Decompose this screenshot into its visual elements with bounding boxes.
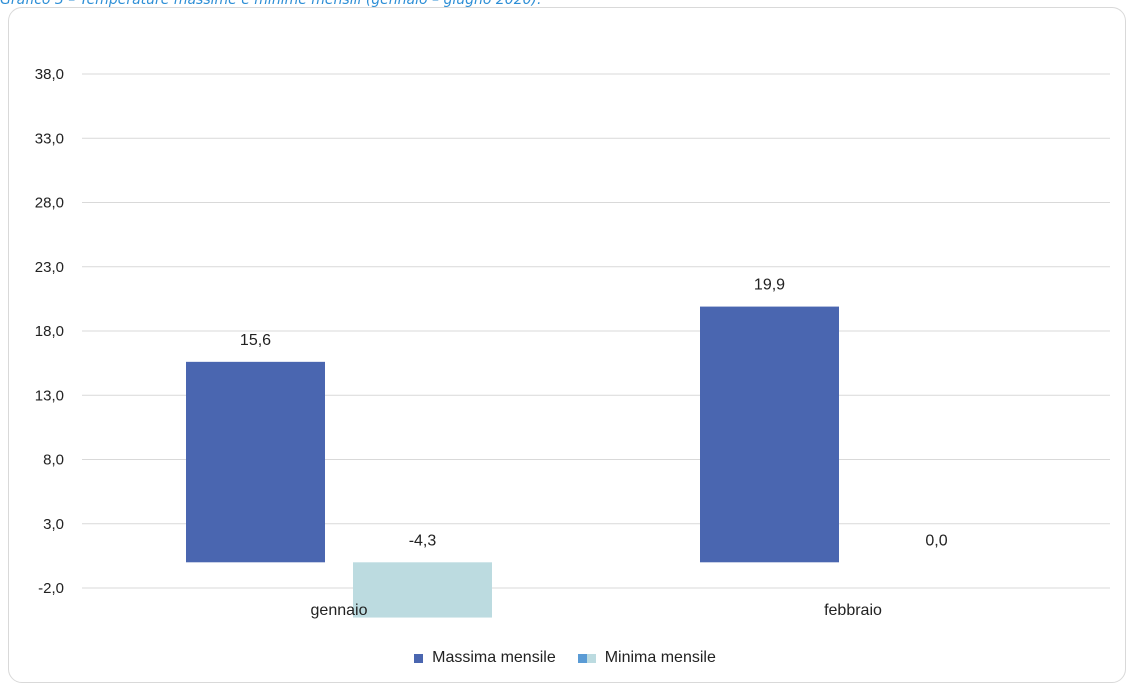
chart-caption: Grafico 3 – Temperature massime e minime… xyxy=(0,0,542,8)
legend-item-min: Minima mensile xyxy=(586,649,716,667)
legend-swatch-min xyxy=(586,653,596,663)
chart-frame xyxy=(8,7,1126,683)
y-tick-label: 3,0 xyxy=(43,516,64,533)
legend-swatch-extra xyxy=(577,653,587,663)
bar xyxy=(353,562,492,618)
y-tick-label: 28,0 xyxy=(35,195,64,212)
legend-label-max: Massima mensile xyxy=(432,649,556,666)
y-tick-label: 33,0 xyxy=(35,130,64,147)
data-label: 19,9 xyxy=(754,277,785,294)
x-tick-label: gennaio xyxy=(311,602,368,619)
bar xyxy=(700,306,839,563)
y-tick-label: 8,0 xyxy=(43,452,64,469)
data-label: 0,0 xyxy=(925,532,947,549)
y-tick-label: -2,0 xyxy=(38,580,64,597)
y-tick-label: 13,0 xyxy=(35,387,64,404)
data-label: -4,3 xyxy=(409,532,437,549)
legend-swatch-max xyxy=(414,653,424,663)
y-tick-label: 38,0 xyxy=(35,66,64,83)
data-label: 15,6 xyxy=(240,332,271,349)
y-tick-label: 18,0 xyxy=(35,323,64,340)
legend-label-min: Minima mensile xyxy=(604,649,716,666)
x-tick-label: febbraio xyxy=(824,602,882,619)
legend-item-max: Massima mensile xyxy=(414,649,556,667)
legend: Massima mensile Minima mensile xyxy=(0,649,1130,667)
bar xyxy=(186,361,325,563)
y-tick-label: 23,0 xyxy=(35,259,64,276)
